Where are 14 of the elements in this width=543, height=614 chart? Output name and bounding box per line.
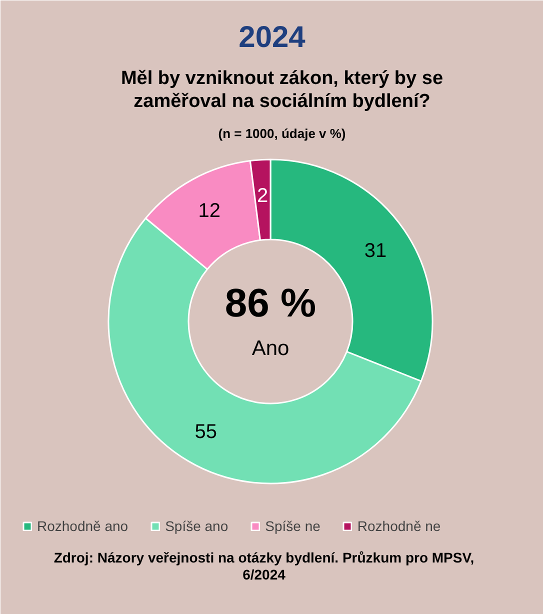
data-label: 12 bbox=[198, 200, 220, 222]
data-label: 2 bbox=[256, 184, 268, 207]
text: Ano bbox=[252, 337, 290, 360]
legend-label: Rozhodně ano bbox=[37, 518, 128, 534]
legend-label: Rozhodně ne bbox=[357, 518, 441, 534]
text: (n = 1000, údaje v %) bbox=[218, 126, 346, 141]
data-label: 31 bbox=[364, 240, 387, 262]
text: 86 % bbox=[224, 282, 316, 326]
legend-label: Spíše ano bbox=[165, 518, 228, 534]
chart-subtitle: Měl by vzniknout zákon, který by se zaměřoval na sociálním bydlení? bbox=[120, 68, 444, 112]
text: Zdroj: Názory veřejnosti na otázky bydlení. Průzkum pro MPSV, 6/2024 bbox=[54, 550, 474, 582]
chart-title: 2024 bbox=[238, 21, 306, 54]
data-label: 55 bbox=[194, 420, 217, 443]
legend-label: Spíše ne bbox=[265, 518, 320, 534]
